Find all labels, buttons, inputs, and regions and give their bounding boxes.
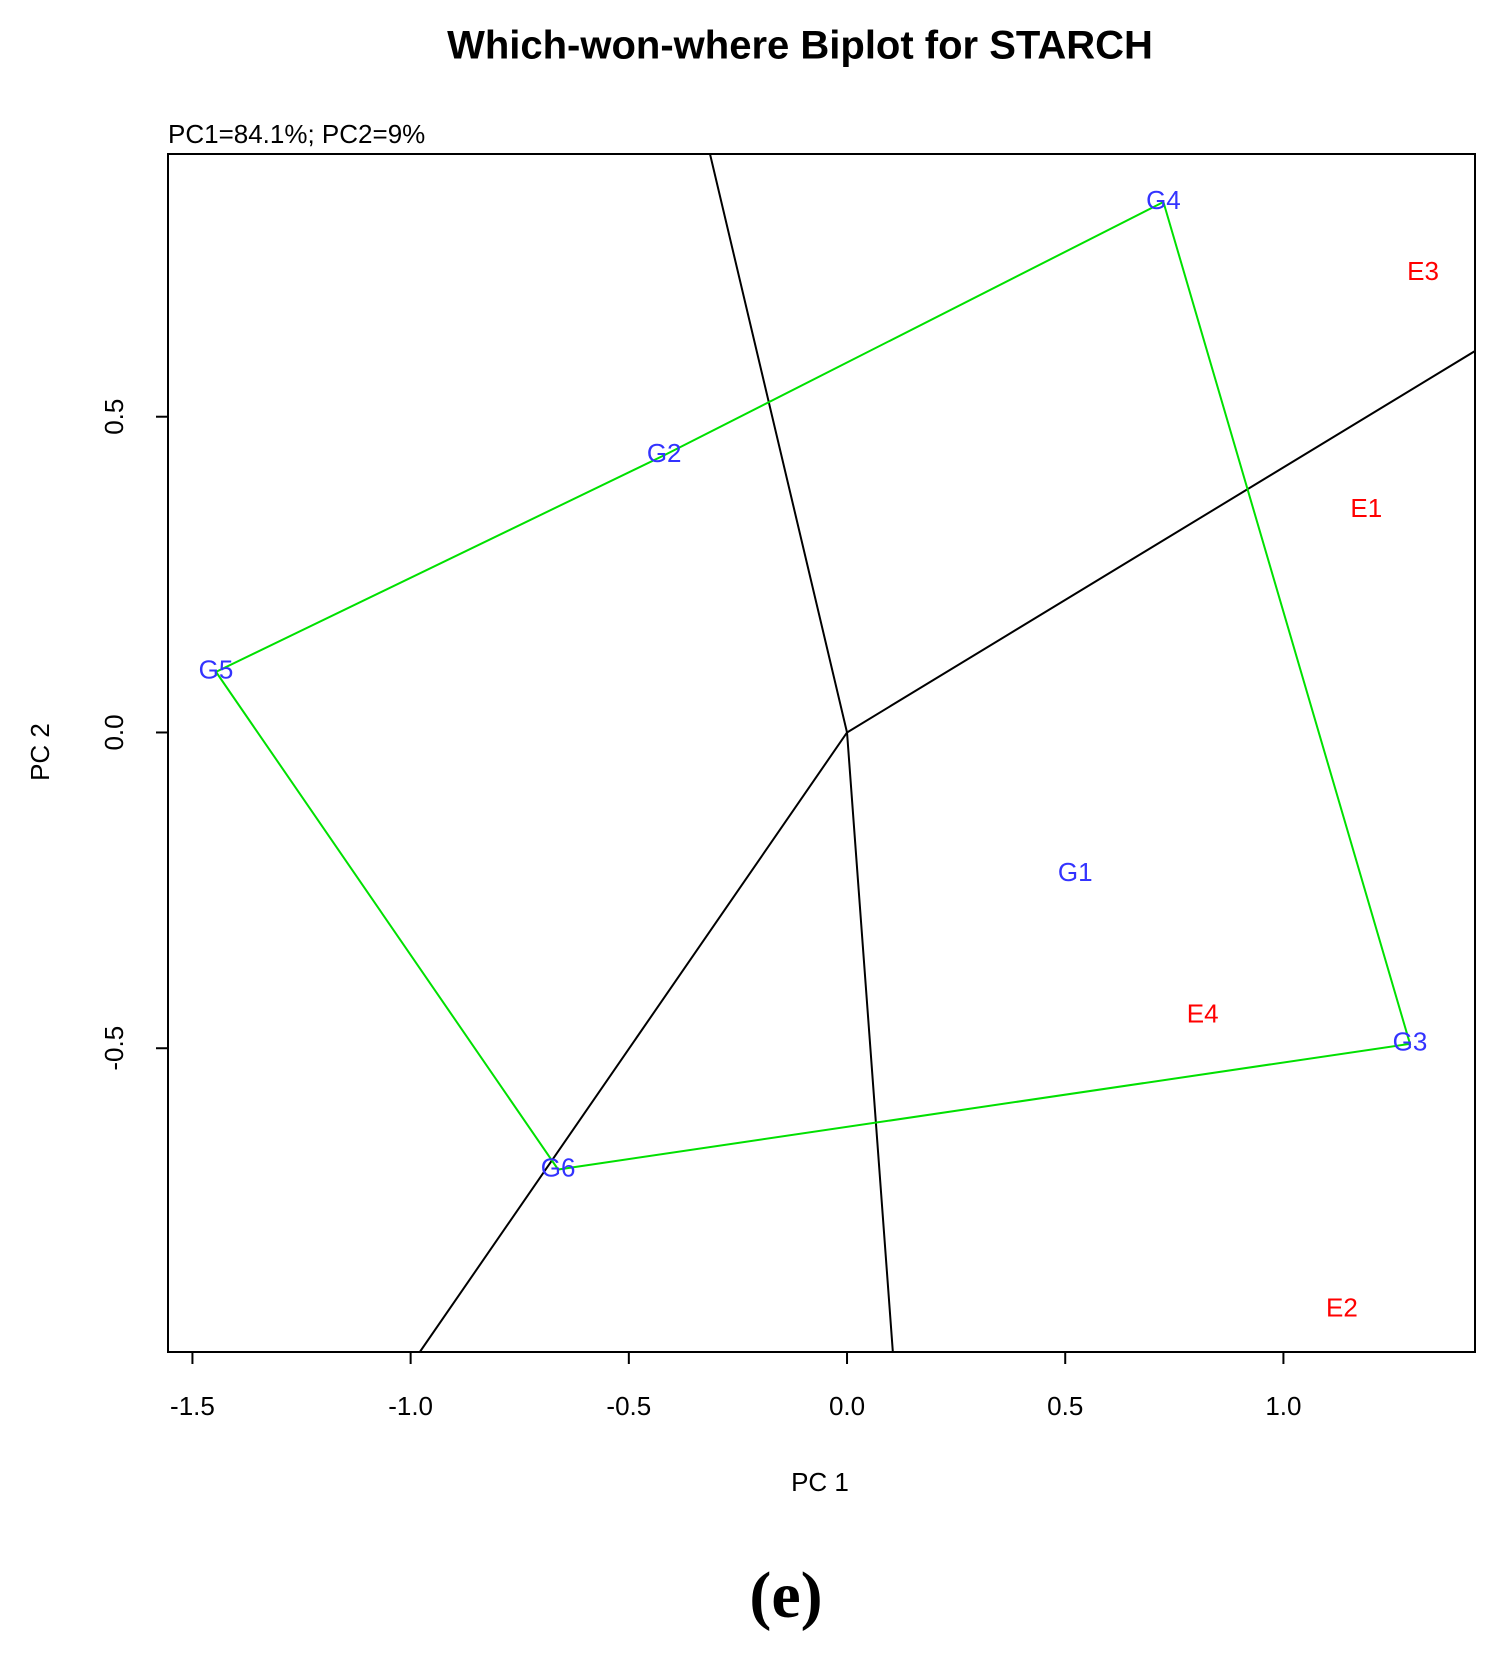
x-tick-label: 1.0 xyxy=(1265,1391,1301,1421)
sector-line xyxy=(418,350,1475,1352)
y-tick-label: -0.5 xyxy=(99,1026,129,1071)
point-label: E3 xyxy=(1407,256,1439,286)
point-label: E1 xyxy=(1350,493,1382,523)
point-label: G4 xyxy=(1146,185,1181,215)
point-label: G6 xyxy=(541,1152,576,1182)
x-axis-label: PC 1 xyxy=(791,1467,849,1497)
plot-frame xyxy=(167,153,1476,1353)
point-label: G3 xyxy=(1393,1027,1428,1057)
point-label: E2 xyxy=(1326,1293,1358,1323)
point-label: G5 xyxy=(199,655,234,685)
x-tick-label: -1.5 xyxy=(170,1391,215,1421)
polygon-edge xyxy=(214,201,1412,1171)
sector-line xyxy=(709,154,894,1352)
caption: (e) xyxy=(749,1559,822,1632)
x-tick-label: 0.5 xyxy=(1047,1391,1083,1421)
plot-area xyxy=(214,154,1475,1352)
x-tick-label: 0.0 xyxy=(829,1391,865,1421)
point-label: G1 xyxy=(1058,857,1093,887)
x-tick-label: -1.0 xyxy=(388,1391,433,1421)
subtitle: PC1=84.1%; PC2=9% xyxy=(168,119,425,149)
chart-title: Which-won-where Biplot for STARCH xyxy=(447,24,1153,68)
point-label: E4 xyxy=(1187,998,1219,1028)
y-tick-label: 0.0 xyxy=(99,714,129,750)
y-axis-label: PC 2 xyxy=(25,723,55,781)
point-label: G2 xyxy=(647,438,682,468)
y-tick-label: 0.5 xyxy=(99,399,129,435)
x-tick-label: -0.5 xyxy=(606,1391,651,1421)
